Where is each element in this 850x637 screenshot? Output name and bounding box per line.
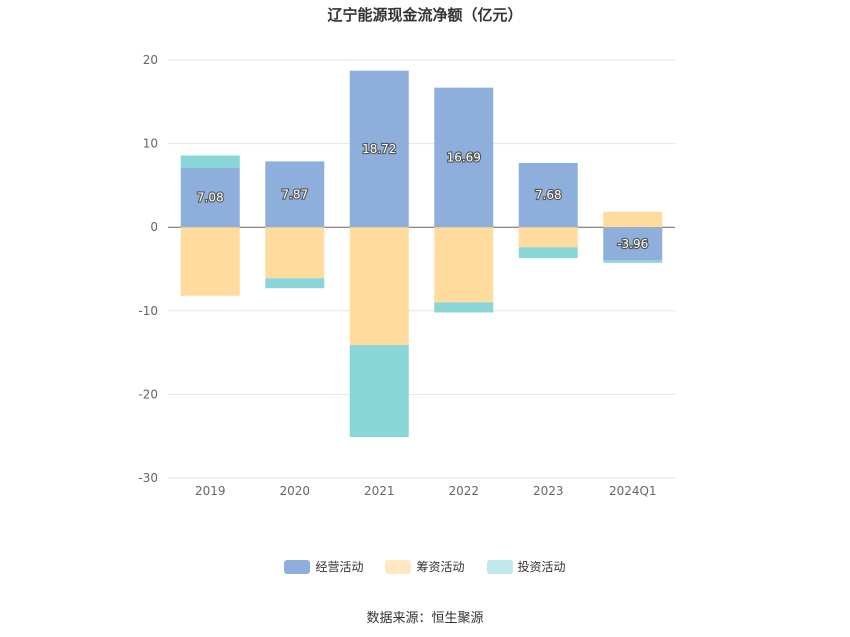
stacked-bar-chart: 20 10 0 -10 -20 -30 7.08 2019 7.87 2020 18.72 2021 1… (138, 53, 675, 498)
y-tick-label: 10 (143, 137, 158, 151)
bar-筹资活动-2019 (180, 227, 240, 296)
bar-筹资活动-2024Q1 (603, 211, 663, 228)
bar-经营活动-2019 (180, 168, 240, 228)
legend-label-operating: 经营活动 (315, 560, 364, 574)
bar-筹资活动-2023 (518, 227, 578, 248)
data-label: 7.08 (197, 191, 224, 205)
data-label: 18.72 (362, 142, 396, 156)
bar-经营活动-2021 (349, 70, 409, 228)
x-tick-label: 2022 (448, 484, 479, 498)
chart-title: 辽宁能源现金流净额（亿元） (327, 6, 523, 24)
bar-投资活动-2024Q1 (603, 260, 663, 263)
y-tick-label: -30 (138, 471, 158, 485)
legend: 经营活动 筹资活动 投资活动 (0, 558, 850, 575)
bar-投资活动-2023 (518, 247, 578, 259)
legend-item-investing[interactable]: 投资活动 (486, 558, 566, 575)
bar-经营活动-2020 (265, 161, 325, 228)
y-tick-label: 20 (143, 53, 158, 67)
legend-swatch-operating (284, 559, 311, 574)
y-tick-label: 0 (150, 220, 158, 234)
bar-筹资活动-2022 (434, 227, 494, 303)
data-label: 7.68 (535, 188, 562, 202)
x-tick-label: 2024Q1 (609, 484, 657, 498)
data-label: -3.96 (617, 237, 648, 251)
bar-筹资活动-2020 (265, 227, 325, 279)
y-tick-label: -10 (138, 304, 158, 318)
bar-投资活动-2019 (180, 155, 240, 169)
legend-swatch-investing (486, 559, 513, 574)
data-label: 16.69 (447, 150, 481, 164)
legend-label-financing: 筹资活动 (416, 560, 465, 574)
y-tick-label: -20 (138, 387, 158, 401)
legend-item-financing[interactable]: 筹资活动 (385, 558, 465, 575)
x-tick-label: 2021 (364, 484, 395, 498)
data-source: 数据来源：恒生聚源 (366, 611, 484, 626)
bar-经营活动-2023 (518, 162, 578, 228)
bar-经营活动-2024Q1 (603, 227, 663, 261)
x-tick-label: 2020 (279, 484, 310, 498)
x-tick-label: 2023 (533, 484, 564, 498)
data-label: 7.87 (281, 187, 308, 201)
bar-筹资活动-2021 (349, 227, 409, 346)
bar-经营活动-2022 (434, 87, 494, 228)
x-tick-label: 2019 (195, 484, 226, 498)
legend-swatch-financing (385, 559, 412, 574)
bar-投资活动-2021 (349, 345, 409, 438)
legend-item-operating[interactable]: 经营活动 (284, 558, 363, 575)
bar-投资活动-2022 (434, 302, 494, 313)
bar-投资活动-2020 (265, 278, 325, 289)
legend-label-investing: 投资活动 (517, 560, 566, 574)
